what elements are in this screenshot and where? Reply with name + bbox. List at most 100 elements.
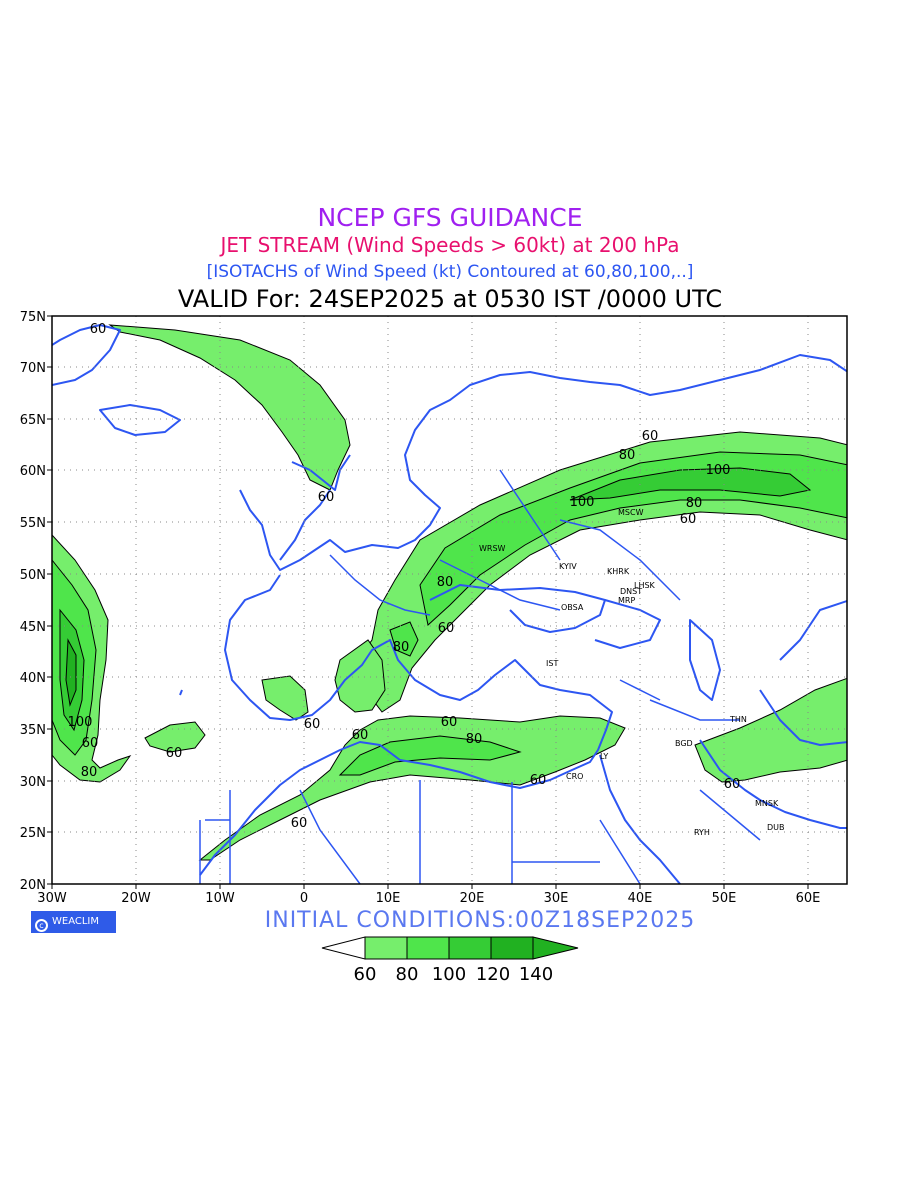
- lat-label: 45N: [20, 620, 46, 635]
- lat-label: 20N: [20, 878, 46, 893]
- jet-area-italy-core: [389, 621, 419, 657]
- city-label: WRSW: [479, 544, 506, 553]
- longitude-labels: 30W 20W 10W 0 10E 20E 30E 40E 50E 60E: [37, 891, 820, 906]
- legend-label: 60: [354, 964, 377, 985]
- lat-label: 55N: [20, 516, 46, 531]
- contour-label: 80: [393, 640, 410, 655]
- lon-label: 20E: [460, 891, 485, 906]
- city-label: BGD: [675, 739, 693, 748]
- lat-label: 35N: [20, 723, 46, 738]
- lat-label: 30N: [20, 775, 46, 790]
- city-label: OBSA: [561, 603, 584, 612]
- graticule: [52, 316, 847, 884]
- jet-core-100-eurasia: [569, 467, 812, 501]
- contour-label: 60: [90, 322, 107, 337]
- city-label: LY: [600, 752, 608, 761]
- contour-label: 60: [438, 621, 455, 636]
- country-borders: [199, 469, 761, 884]
- lon-label: 10E: [376, 891, 401, 906]
- lat-label: 70N: [20, 361, 46, 376]
- contour-label: 60: [441, 715, 458, 730]
- contour-label: 60: [680, 512, 697, 527]
- contour-labels: 60 60 60 80 100 100 80 60 80 60 80 60 60…: [68, 322, 741, 831]
- city-label: DNST: [620, 587, 642, 596]
- contour-label: 80: [619, 448, 636, 463]
- jet-core-120-west-edge: [65, 638, 77, 707]
- contour-label: 60: [724, 777, 741, 792]
- contour-label: 60: [82, 736, 99, 751]
- lat-label: 65N: [20, 413, 46, 428]
- legend-swatch-100-120: [448, 936, 492, 960]
- badge-label: WEACLIM: [52, 916, 100, 927]
- lon-label: 40E: [628, 891, 653, 906]
- lon-ticks: [51, 884, 809, 889]
- contour-label: 60: [304, 717, 321, 732]
- jet-area-italy: [334, 639, 386, 713]
- lon-label: 10W: [205, 891, 235, 906]
- contour-description: [ISOTACHS of Wind Speed (kt) Contoured a…: [206, 262, 694, 282]
- contour-label: 100: [706, 463, 731, 478]
- contour-label: 60: [642, 429, 659, 444]
- legend-label: 80: [396, 964, 419, 985]
- lon-label: 0: [300, 891, 308, 906]
- city-label: DUB: [767, 823, 785, 832]
- lat-ticks: [47, 315, 52, 885]
- lat-label: 60N: [20, 464, 46, 479]
- city-label: RYH: [694, 828, 710, 837]
- lon-label: 20W: [121, 891, 151, 906]
- jet-core-80-eurasia: [419, 451, 847, 626]
- map-frame: [51, 315, 848, 885]
- jet-core-80-mediterranean: [338, 735, 522, 776]
- jet-area-north-atlantic: [108, 324, 351, 491]
- color-legend: [321, 936, 579, 960]
- city-label: MSCW: [618, 508, 644, 517]
- lat-label: 75N: [20, 310, 46, 325]
- legend-swatch-80-100: [406, 936, 450, 960]
- legend-label: 120: [476, 964, 510, 985]
- legend-swatch-120-140: [490, 936, 534, 960]
- legend-swatch-below-60: [321, 936, 366, 960]
- legend-label: 140: [519, 964, 553, 985]
- contour-label: 80: [437, 575, 454, 590]
- map-subtitle: JET STREAM (Wind Speeds > 60kt) at 200 h…: [220, 233, 680, 257]
- contour-label: 60: [291, 816, 308, 831]
- city-label: IST: [546, 659, 558, 668]
- valid-time: VALID For: 24SEP2025 at 0530 IST /0000 U…: [177, 285, 723, 313]
- contour-label: 80: [466, 732, 483, 747]
- latitude-labels: 75N 70N 65N 60N 55N 50N 45N 40N 35N 30N …: [20, 310, 46, 893]
- contour-label: 100: [68, 715, 93, 730]
- contour-label: 60: [318, 490, 335, 505]
- lon-label: 30E: [544, 891, 569, 906]
- initial-conditions: INITIAL CONDITIONS:00Z18SEP2025: [264, 908, 696, 933]
- coastlines: [52, 324, 847, 884]
- legend-label: 100: [432, 964, 466, 985]
- legend-swatch-above-140: [532, 936, 579, 960]
- lon-label: 60E: [796, 891, 821, 906]
- copyright-icon: c: [35, 919, 48, 932]
- contour-label: 60: [352, 728, 369, 743]
- lat-label: 25N: [20, 826, 46, 841]
- lat-label: 50N: [20, 568, 46, 583]
- contour-label: 60: [530, 773, 547, 788]
- lon-label: 30W: [37, 891, 67, 906]
- weaclim-badge: c WEACLIM: [31, 911, 116, 933]
- city-label: MNSK: [755, 799, 779, 808]
- legend-labels: 60 80 100 120 140: [354, 964, 554, 985]
- lon-label: 50E: [712, 891, 737, 906]
- city-label: THN: [729, 715, 747, 724]
- jet-area-iberia: [261, 675, 309, 721]
- jet-area-middle-east: [694, 677, 847, 783]
- city-label: LHSK: [634, 581, 656, 590]
- jet-area-mediterranean: [198, 715, 626, 861]
- contour-label: 80: [81, 765, 98, 780]
- contour-label: 80: [686, 496, 703, 511]
- contour-label: 60: [166, 746, 183, 761]
- city-label: MRP: [618, 596, 635, 605]
- legend-swatch-60-80: [364, 936, 408, 960]
- city-label: KYIV: [559, 562, 577, 571]
- city-label: CRO: [566, 772, 583, 781]
- contour-label: 100: [570, 495, 595, 510]
- city-label: KHRK: [607, 567, 630, 576]
- map-title: NCEP GFS GUIDANCE: [317, 203, 583, 232]
